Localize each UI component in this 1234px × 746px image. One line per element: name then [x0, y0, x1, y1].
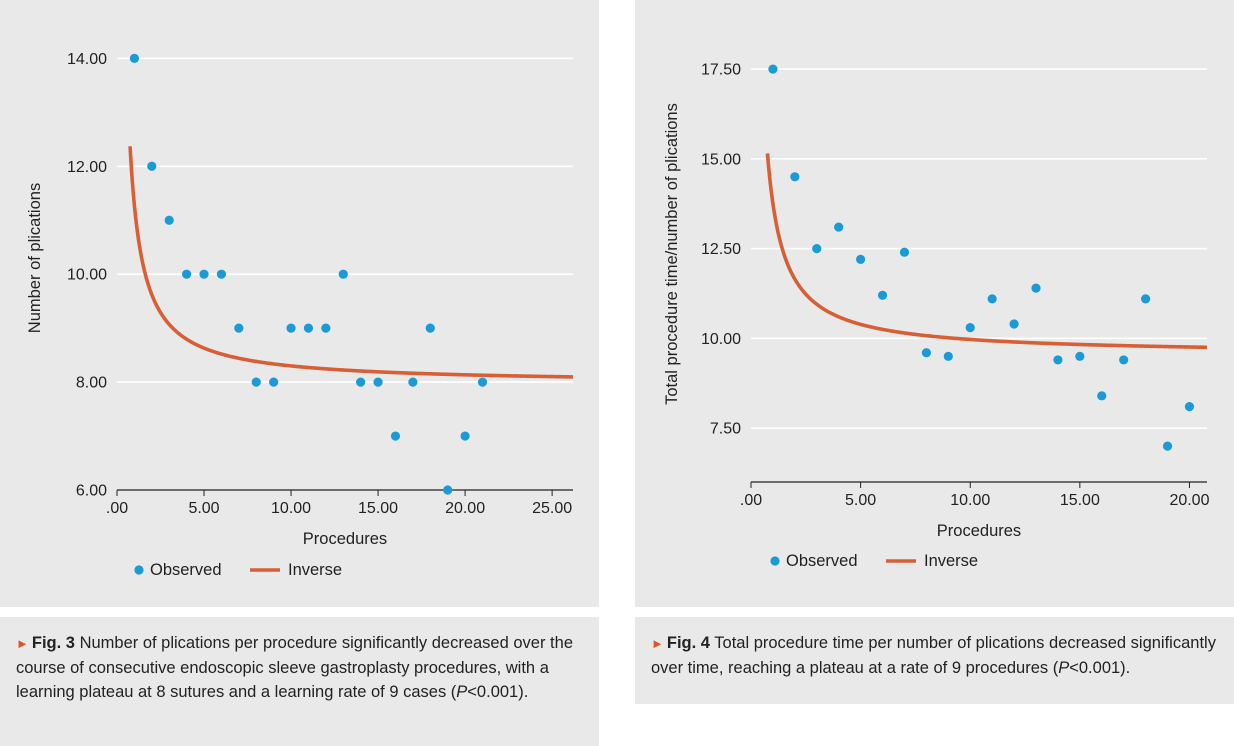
caption-arrow-icon: ► [16, 636, 29, 651]
observed-point [877, 290, 888, 300]
chart-fig4: 7.50 10.00 12.50 15.00 17.50 .00 5.00 10.00 15.0… [663, 62, 1210, 570]
legend-inverse-label: Inverse [288, 561, 342, 579]
observed-point [921, 348, 931, 358]
x-tick-label: 20.00 [1169, 492, 1209, 509]
observed-point [356, 377, 366, 387]
observed-point [460, 431, 470, 441]
observed-point [321, 323, 331, 333]
observed-point [790, 172, 800, 182]
observed-point [768, 64, 778, 74]
figure-label: Fig. 3 [31, 634, 75, 652]
y-tick-label: 10.00 [67, 267, 107, 284]
observed-point [987, 294, 997, 304]
observed-point [338, 269, 348, 279]
chart-fig3: 6.00 8.00 10.00 12.00 14.00 .00 5.00 10.00 15.00… [26, 51, 574, 579]
x-tick-label: .00 [740, 492, 762, 509]
observed-point [1119, 355, 1129, 365]
caption-text-end: <0.001). [467, 683, 529, 701]
y-axis-label: Total procedure time/number of plication… [663, 103, 681, 405]
observed-point [1031, 283, 1041, 293]
legend-observed-label: Observed [786, 552, 858, 570]
observed-point [286, 323, 296, 333]
observed-point [303, 323, 314, 333]
observed-point [1162, 441, 1173, 451]
observed-point [234, 323, 244, 333]
observed-point [834, 222, 844, 232]
x-tick-label: 15.00 [358, 500, 398, 517]
x-tick-label: 5.00 [845, 492, 876, 509]
p-symbol: P [456, 683, 468, 701]
y-tick-label: 17.50 [701, 62, 741, 79]
observed-point [147, 161, 157, 171]
observed-point [269, 377, 279, 387]
observed-point [943, 351, 953, 361]
observed-point [164, 215, 174, 225]
y-tick-label: 7.50 [710, 421, 741, 438]
observed-point [1184, 401, 1195, 412]
observed-point [1097, 391, 1107, 401]
caption-fig4: ► Fig. 4 Total procedure time per number … [635, 617, 1234, 704]
y-tick-label: 12.50 [701, 241, 741, 258]
observed-point [408, 377, 418, 387]
legend-observed-marker [134, 565, 144, 575]
x-tick-label: 15.00 [1060, 492, 1100, 509]
observed-point [129, 53, 140, 63]
observed-point [199, 269, 209, 279]
inverse-curve [128, 146, 574, 379]
caption-text: Number of plications per procedure signi… [16, 634, 573, 701]
x-axis-label: Procedures [303, 530, 387, 548]
observed-point [856, 254, 866, 264]
x-tick-label: 25.00 [532, 500, 572, 517]
observed-point [373, 377, 383, 387]
observed-point [1053, 355, 1063, 365]
observed-point [812, 244, 822, 254]
observed-point [251, 377, 261, 387]
x-tick-label: 20.00 [445, 500, 485, 517]
observed-point [477, 377, 488, 387]
y-tick-label: 10.00 [701, 331, 741, 348]
caption-arrow-icon: ► [651, 636, 664, 651]
figure-label: Fig. 4 [666, 634, 710, 652]
observed-point [443, 485, 453, 495]
y-tick-label: 6.00 [76, 483, 107, 500]
y-tick-label: 8.00 [76, 375, 107, 392]
observed-point [1075, 351, 1085, 361]
chart-panel-fig4: 7.50 10.00 12.50 15.00 17.50 .00 5.00 10.00 15.0… [635, 0, 1234, 607]
caption-text-end: <0.001). [1069, 659, 1131, 677]
observed-point [216, 269, 227, 279]
observed-point [1141, 294, 1151, 304]
legend-observed-marker [770, 556, 780, 566]
x-tick-label: 10.00 [950, 492, 990, 509]
x-tick-label: 10.00 [271, 500, 311, 517]
observed-point [390, 431, 401, 441]
observed-point [965, 323, 975, 333]
observed-point [425, 323, 435, 333]
x-axis-label: Procedures [937, 522, 1021, 540]
observed-point [182, 269, 192, 279]
y-axis-label: Number of plications [26, 183, 44, 333]
x-tick-label: .00 [106, 500, 128, 517]
y-tick-label: 15.00 [701, 151, 741, 168]
y-tick-label: 14.00 [67, 51, 107, 68]
legend-inverse-label: Inverse [924, 552, 978, 570]
inverse-curve [765, 153, 1208, 350]
x-tick-label: 5.00 [188, 500, 219, 517]
p-symbol: P [1058, 659, 1070, 677]
caption-fig3: ► Fig. 3 Number of plications per procedu… [0, 617, 599, 746]
caption-text: Total procedure time per number of plica… [651, 634, 1216, 677]
y-tick-label: 12.00 [67, 159, 107, 176]
observed-point [899, 247, 910, 257]
legend-observed-label: Observed [150, 561, 222, 579]
observed-point [1009, 319, 1019, 329]
chart-panel-fig3: 6.00 8.00 10.00 12.00 14.00 .00 5.00 10.00 15.00… [0, 0, 599, 607]
